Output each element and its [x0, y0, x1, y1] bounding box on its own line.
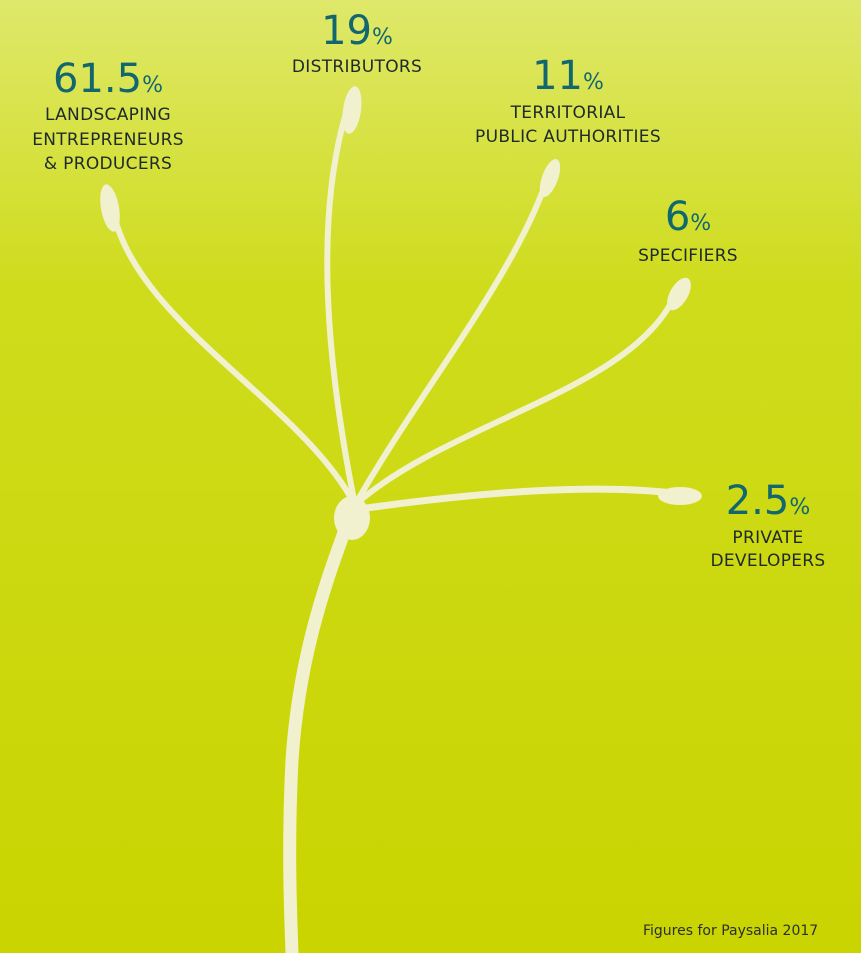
percentage-value: 6	[665, 194, 690, 240]
percentage-unit: %	[789, 495, 810, 520]
segment: 61.5% LANDSCAPING ENTREPRENEURS & PRODUCERS	[32, 56, 184, 174]
page: {"segments": [ {"value": 61.5, "unit": "…	[0, 0, 861, 953]
segment-label: PRIVATE	[732, 528, 803, 548]
infographic: Figures for Paysalia 2017 61.5% LANDSCAPI…	[0, 0, 861, 953]
percentage-unit: %	[690, 211, 711, 236]
segment-label: ENTREPRENEURS	[32, 130, 184, 150]
segment-label: DISTRIBUTORS	[292, 57, 422, 77]
percentage-unit: %	[372, 25, 393, 50]
percentage-value: 2.5	[726, 478, 790, 524]
segment-label: SPECIFIERS	[638, 246, 738, 266]
percentage-value: 19	[321, 8, 372, 54]
percentage-value: 61.5	[53, 56, 142, 102]
segment-label: TERRITORIAL	[510, 103, 626, 123]
leaf-tip	[658, 487, 702, 505]
footnote: Figures for Paysalia 2017	[643, 923, 818, 939]
segment-label: LANDSCAPING	[45, 105, 171, 125]
stem-joint	[334, 496, 370, 540]
segment-label: & PRODUCERS	[44, 154, 172, 174]
segment-label: DEVELOPERS	[710, 551, 825, 571]
percentage-unit: %	[583, 70, 604, 95]
percentage-unit: %	[142, 73, 163, 98]
segment-label: PUBLIC AUTHORITIES	[475, 127, 661, 147]
percentage-value: 11	[532, 53, 583, 99]
